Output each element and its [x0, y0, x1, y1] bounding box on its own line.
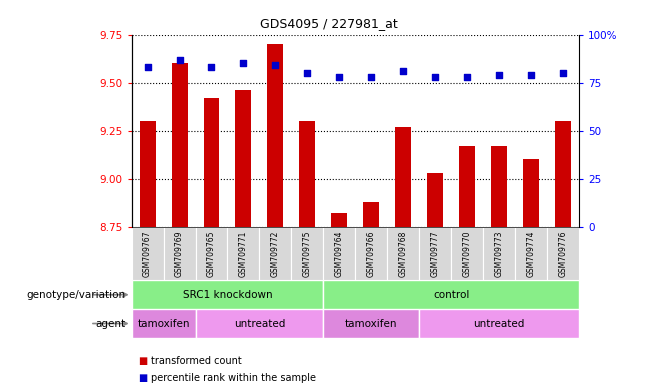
- Text: SRC1 knockdown: SRC1 knockdown: [183, 290, 272, 300]
- Point: [366, 74, 376, 80]
- Text: genotype/variation: genotype/variation: [26, 290, 125, 300]
- Bar: [395, 127, 411, 227]
- Point: [270, 62, 281, 68]
- Point: [430, 74, 440, 80]
- Bar: [555, 121, 571, 227]
- Bar: [363, 202, 379, 227]
- Text: GSM709773: GSM709773: [495, 231, 503, 277]
- Bar: [483, 227, 515, 280]
- Text: GSM709768: GSM709768: [399, 231, 408, 277]
- Bar: [427, 173, 443, 227]
- Point: [462, 74, 472, 80]
- Bar: [451, 227, 483, 280]
- Text: GSM709776: GSM709776: [559, 231, 568, 277]
- Point: [174, 56, 185, 63]
- Bar: [139, 121, 155, 227]
- Text: GSM709765: GSM709765: [207, 231, 216, 277]
- Bar: [195, 227, 228, 280]
- Text: ■: ■: [138, 356, 147, 366]
- Bar: [132, 227, 164, 280]
- Bar: [355, 227, 388, 280]
- Text: GSM709775: GSM709775: [303, 231, 312, 277]
- Text: tamoxifen: tamoxifen: [138, 318, 190, 329]
- Bar: [172, 63, 188, 227]
- Bar: [547, 227, 579, 280]
- Text: GSM709766: GSM709766: [367, 231, 376, 277]
- Text: GDS4095 / 227981_at: GDS4095 / 227981_at: [260, 17, 398, 30]
- Bar: [459, 146, 475, 227]
- Text: untreated: untreated: [234, 318, 285, 329]
- Bar: [419, 227, 451, 280]
- Text: GSM709769: GSM709769: [175, 231, 184, 277]
- Point: [558, 70, 569, 76]
- Point: [142, 64, 153, 70]
- Bar: [203, 98, 220, 227]
- Text: GSM709767: GSM709767: [143, 231, 152, 277]
- Text: GSM709770: GSM709770: [463, 231, 472, 277]
- Point: [398, 68, 409, 74]
- Text: GSM709771: GSM709771: [239, 231, 248, 277]
- Point: [302, 70, 313, 76]
- Bar: [259, 227, 291, 280]
- Bar: [291, 227, 323, 280]
- Text: control: control: [433, 290, 469, 300]
- Bar: [388, 227, 419, 280]
- Bar: [299, 121, 315, 227]
- Point: [494, 72, 505, 78]
- Point: [526, 72, 536, 78]
- Text: transformed count: transformed count: [151, 356, 242, 366]
- Text: untreated: untreated: [474, 318, 525, 329]
- Text: percentile rank within the sample: percentile rank within the sample: [151, 373, 316, 383]
- Bar: [236, 90, 251, 227]
- Bar: [323, 280, 579, 309]
- Bar: [164, 227, 195, 280]
- Text: agent: agent: [95, 318, 125, 329]
- Text: tamoxifen: tamoxifen: [345, 318, 397, 329]
- Bar: [491, 146, 507, 227]
- Text: GSM709764: GSM709764: [335, 231, 344, 277]
- Bar: [419, 309, 579, 338]
- Bar: [195, 309, 323, 338]
- Text: ■: ■: [138, 373, 147, 383]
- Point: [206, 64, 216, 70]
- Bar: [267, 44, 284, 227]
- Bar: [132, 280, 323, 309]
- Bar: [132, 309, 195, 338]
- Text: GSM709777: GSM709777: [431, 231, 440, 277]
- Text: GSM709774: GSM709774: [526, 231, 536, 277]
- Bar: [523, 159, 539, 227]
- Point: [334, 74, 345, 80]
- Bar: [332, 213, 347, 227]
- Bar: [323, 309, 419, 338]
- Point: [238, 60, 249, 66]
- Text: GSM709772: GSM709772: [271, 231, 280, 277]
- Bar: [228, 227, 259, 280]
- Bar: [515, 227, 547, 280]
- Bar: [323, 227, 355, 280]
